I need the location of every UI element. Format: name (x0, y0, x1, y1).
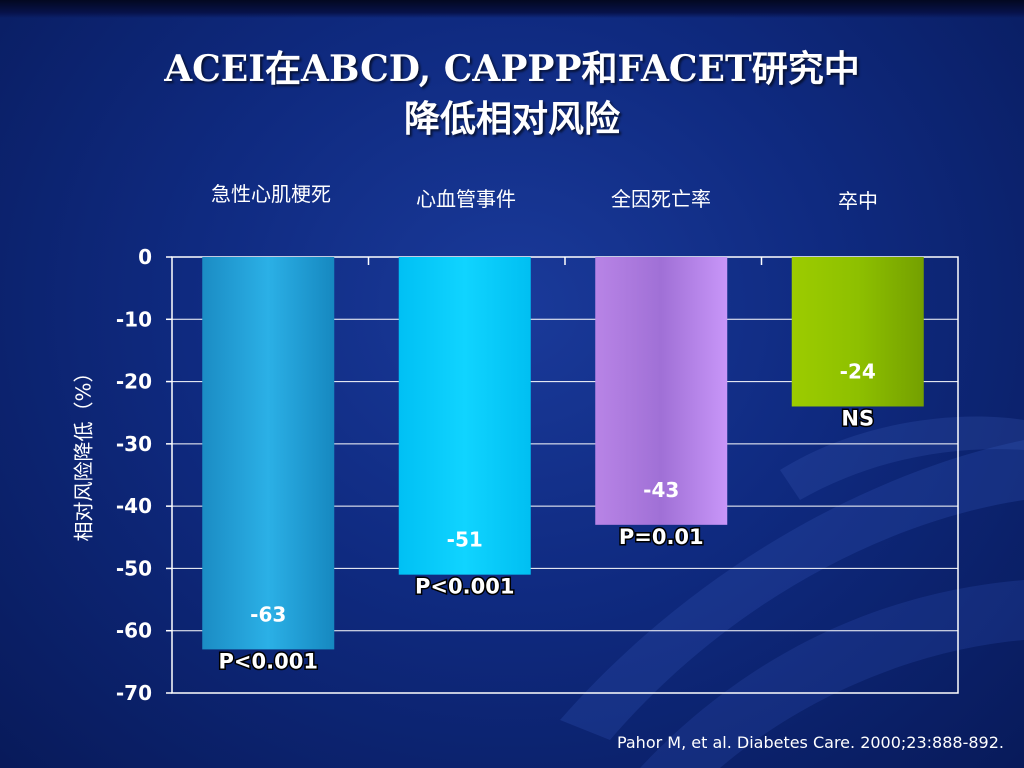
value-label-4: -24 (840, 359, 876, 383)
y-tick-label: -20 (116, 370, 152, 394)
y-tick-label: -60 (116, 619, 152, 643)
title-line-2: 降低相对风险 (403, 98, 620, 140)
title-line-1: ACEI在ABCD, CAPPP和FACET研究中 (164, 48, 860, 90)
bar-2 (398, 257, 531, 575)
slide-title: ACEI在ABCD, CAPPP和FACET研究中 降低相对风险 (0, 44, 1024, 144)
bar-4 (791, 257, 924, 407)
category-label-all-cause-mortality: 全因死亡率 (611, 187, 711, 211)
p-value-label-1: P<0.001 (219, 649, 318, 673)
y-tick-label: -30 (116, 432, 152, 456)
top-band (0, 0, 1024, 18)
value-label-2: -51 (447, 528, 483, 552)
p-value-label-2: P<0.001 (415, 575, 514, 599)
category-label-cv-events: 心血管事件 (416, 187, 516, 211)
y-tick-label: -50 (116, 556, 152, 580)
y-tick-label: -70 (116, 681, 152, 705)
category-label-stroke: 卒中 (838, 189, 878, 213)
bar-3 (595, 257, 728, 525)
p-value-label-4: NS (841, 406, 874, 430)
bar-1 (202, 257, 335, 650)
source-citation: Pahor M, et al. Diabetes Care. 2000;23:8… (616, 733, 1004, 752)
y-tick-label: -10 (116, 307, 152, 331)
value-label-1: -63 (250, 602, 286, 626)
y-tick-label: -40 (116, 494, 152, 518)
value-label-3: -43 (643, 478, 679, 502)
p-value-label-3: P=0.01 (619, 525, 704, 549)
category-label-ami: 急性心肌梗死 (211, 182, 331, 206)
y-tick-label: 0 (138, 245, 152, 269)
